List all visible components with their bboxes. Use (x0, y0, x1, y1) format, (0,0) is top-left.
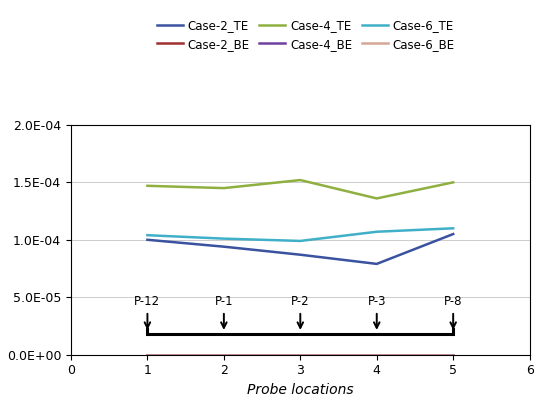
Case-2_BE (297, 352, 304, 357)
X-axis label: Probe locations: Probe locations (247, 383, 354, 397)
Line: Case-6_TE: Case-6_TE (147, 228, 453, 241)
Case-2_TE (144, 237, 151, 242)
Case-2_TE (297, 252, 304, 257)
Text: P-1: P-1 (215, 295, 233, 308)
Y-axis label: S(f) m²s: S(f) m²s (0, 212, 1, 267)
Case-4_TE (221, 186, 227, 191)
Case-4_TE (373, 196, 380, 201)
Case-2_BE (373, 352, 380, 357)
Case-2_BE (221, 352, 227, 357)
Case-6_TE (297, 239, 304, 243)
Case-6_BE (297, 352, 304, 357)
Case-4_TE (297, 178, 304, 183)
Case-2_TE (450, 232, 456, 237)
Case-4_TE (450, 180, 456, 185)
Case-2_TE (373, 262, 380, 266)
Line: Case-2_TE: Case-2_TE (147, 234, 453, 264)
Text: P-8: P-8 (444, 295, 462, 308)
Case-4_TE (144, 183, 151, 188)
Case-6_BE (373, 352, 380, 357)
Case-4_BE (297, 352, 304, 357)
Legend: Case-2_TE, Case-2_BE, Case-4_TE, Case-4_BE, Case-6_TE, Case-6_BE: Case-2_TE, Case-2_BE, Case-4_TE, Case-4_… (152, 14, 459, 55)
Text: P-3: P-3 (367, 295, 386, 308)
Case-4_BE (144, 352, 151, 357)
Case-6_BE (221, 352, 227, 357)
Case-2_BE (450, 352, 456, 357)
Case-2_BE (144, 352, 151, 357)
Case-6_BE (144, 352, 151, 357)
Case-6_TE (221, 236, 227, 241)
Case-4_BE (373, 352, 380, 357)
Text: P-12: P-12 (134, 295, 161, 308)
Case-4_BE (450, 352, 456, 357)
Line: Case-4_TE: Case-4_TE (147, 180, 453, 198)
Case-6_TE (450, 226, 456, 231)
Case-6_BE (450, 352, 456, 357)
Case-4_BE (221, 352, 227, 357)
Case-6_TE (144, 233, 151, 238)
Case-6_TE (373, 229, 380, 234)
Text: P-2: P-2 (291, 295, 310, 308)
Case-2_TE (221, 244, 227, 249)
